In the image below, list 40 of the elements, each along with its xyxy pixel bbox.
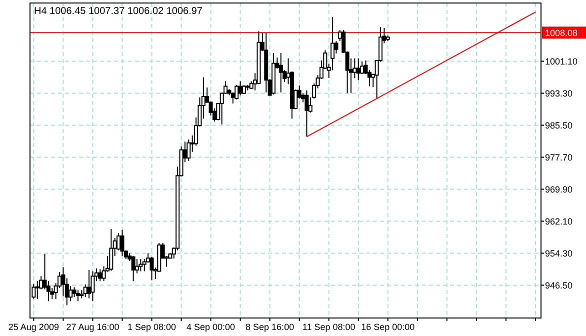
candlestick [142, 258, 146, 272]
candlestick [356, 58, 360, 81]
x-tick-label: 27 Aug 16:00 [66, 322, 120, 332]
candlestick [76, 290, 80, 302]
y-tick-label: 969.90 [545, 184, 573, 195]
y-tick-label: 985.50 [545, 120, 573, 131]
candlestick [186, 139, 191, 162]
candlestick [68, 286, 73, 302]
y-tick-label: 1001.10 [545, 56, 578, 67]
y-tick-label: 946.50 [545, 280, 573, 291]
candlestick [35, 280, 40, 300]
y-tick-label: 962.10 [545, 216, 573, 227]
candlestick [150, 256, 154, 281]
candlestick [234, 84, 239, 100]
candlestick [90, 270, 95, 302]
chart-title: H4 1006.45 1007.37 1006.02 1006.97 [34, 6, 203, 17]
candlestick [278, 52, 283, 93]
candlestick [131, 256, 136, 282]
x-tick-label: 25 Aug 2009 [8, 322, 59, 332]
candlestick [120, 229, 124, 257]
x-tick-label: 1 Sep 08:00 [127, 322, 176, 332]
candlestick [83, 284, 88, 298]
y-tick-label: 977.70 [545, 152, 573, 163]
candlestick [134, 258, 139, 274]
candlestick [102, 266, 106, 282]
candlestick [138, 258, 143, 272]
y-tick-label: 954.30 [545, 248, 573, 259]
candlestick [72, 286, 76, 298]
x-tick-label: 11 Sep 08:00 [302, 322, 356, 332]
candlestick [304, 90, 309, 138]
x-tick-label: 8 Sep 16:00 [246, 322, 294, 332]
candlestick [109, 228, 114, 272]
y-tick-label: 993.30 [545, 88, 573, 99]
candlestick [242, 84, 246, 95]
ref-line-label: 1008.08 [545, 28, 578, 38]
x-tick-label: 4 Sep 00:00 [186, 322, 236, 332]
candlestick [98, 268, 102, 282]
candlestick [87, 270, 92, 299]
candlestick [330, 16, 335, 71]
x-tick-label: 16 Sep 00:00 [361, 322, 415, 332]
